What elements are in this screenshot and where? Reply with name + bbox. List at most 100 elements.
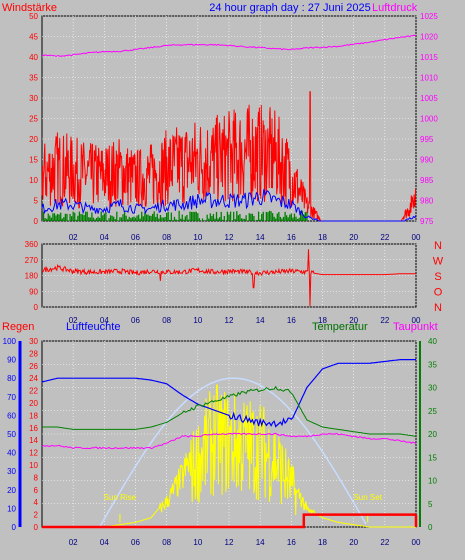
humidity-series <box>41 359 416 428</box>
temperature-y-tick-label: 20 <box>428 430 437 439</box>
humidity-axis-label: Luftfeuchte <box>66 321 120 333</box>
direction-y-tick-label: 90 <box>29 287 38 296</box>
temperature-y-tick-label: 0 <box>428 523 433 532</box>
wind-y-tick-label: 30 <box>29 94 38 103</box>
direction-panel-x-tick-label: 16 <box>287 316 296 325</box>
rain-y-tick-label: 30 <box>7 467 16 476</box>
wind-y-tick-label: 35 <box>29 74 38 83</box>
rain-axis-label: Regen <box>2 321 34 333</box>
humidity-y-tick-label: 26 <box>29 362 38 371</box>
pressure-y-tick-label: 995 <box>420 135 434 144</box>
direction-y-tick-label: 0 <box>34 303 39 312</box>
rain-y-tick-label: 40 <box>7 449 16 458</box>
direction-panel-x-tick-label: 20 <box>349 316 358 325</box>
rain-y-tick-label: 20 <box>7 486 16 495</box>
temperature-axis-label: Temperatur <box>312 321 368 333</box>
humidity-y-tick-label: 10 <box>29 461 38 470</box>
pressure-y-tick-label: 1005 <box>420 94 438 103</box>
climate-panel-x-tick-label: 06 <box>131 538 140 547</box>
direction-panel-x-tick-label: 04 <box>100 316 109 325</box>
pressure-y-tick-label: 1020 <box>420 33 438 42</box>
pressure-y-tick-label: 1010 <box>420 74 438 83</box>
climate-panel-x-tick-label: 02 <box>69 538 78 547</box>
rain-y-tick-label: 0 <box>12 523 17 532</box>
pressure-y-tick-label: 975 <box>420 217 434 226</box>
climate-panel-x-tick-label: 10 <box>193 538 202 547</box>
wind-panel-x-tick-label: 12 <box>225 233 234 242</box>
wind-panel-x-tick-label: 06 <box>131 233 140 242</box>
wind-speed-series <box>41 188 417 222</box>
pressure-y-tick-label: 1015 <box>420 53 438 62</box>
pressure-y-tick-label: 990 <box>420 156 434 165</box>
direction-panel-x-tick-label: 06 <box>131 316 140 325</box>
temperature-y-tick-label: 25 <box>428 407 437 416</box>
humidity-y-tick-label: 20 <box>29 399 38 408</box>
humidity-y-tick-label: 8 <box>34 473 39 482</box>
direction-panel-x-tick-label: 10 <box>193 316 202 325</box>
humidity-y-tick-label: 18 <box>29 411 38 420</box>
sunset-label: Sun Set <box>353 493 382 502</box>
rain-y-tick-label: 70 <box>7 393 16 402</box>
temperature-y-tick-label: 5 <box>428 500 433 509</box>
humidity-y-tick-label: 16 <box>29 424 38 433</box>
sunrise-label: Sun Rise <box>104 493 137 502</box>
climate-panel-x-tick-label: 20 <box>349 538 358 547</box>
direction-panel-x-tick-label: 18 <box>318 316 327 325</box>
pressure-axis-label: Luftdruck <box>372 2 418 14</box>
pressure-series <box>41 34 417 58</box>
wind-y-tick-label: 15 <box>29 156 38 165</box>
rain-y-tick-label: 100 <box>3 337 17 346</box>
humidity-y-tick-label: 4 <box>34 498 39 507</box>
temperature-y-tick-label: 15 <box>428 453 437 462</box>
rain-y-tick-label: 90 <box>7 356 16 365</box>
wind-y-tick-label: 50 <box>29 12 38 21</box>
wind-y-tick-label: 40 <box>29 53 38 62</box>
direction-y-tick-label: 360 <box>25 240 39 249</box>
wind-y-tick-label: 20 <box>29 135 38 144</box>
climate-panel-x-tick-label: 12 <box>225 538 234 547</box>
wind-panel-x-tick-label: 10 <box>193 233 202 242</box>
wind-direction-series <box>41 249 416 307</box>
wind-panel-x-tick-label: 04 <box>100 233 109 242</box>
direction-panel-x-tick-label: 14 <box>256 316 265 325</box>
compass-label-n: N <box>434 240 442 252</box>
direction-y-tick-label: 180 <box>25 272 39 281</box>
humidity-y-tick-label: 2 <box>34 511 39 520</box>
humidity-y-tick-label: 6 <box>34 486 39 495</box>
wind-panel-x-tick-label: 20 <box>349 233 358 242</box>
rain-series <box>42 513 416 529</box>
wind-y-tick-label: 10 <box>29 176 38 185</box>
chart-layer: 0510152025303540455097598098599099510001… <box>3 12 444 547</box>
wind-panel-x-tick-label: 16 <box>287 233 296 242</box>
climate-panel-x-tick-label: 18 <box>318 538 327 547</box>
temperature-y-tick-label: 40 <box>428 337 437 346</box>
humidity-y-tick-label: 30 <box>29 337 38 346</box>
solar-envelope-series <box>99 377 367 528</box>
compass-label-o: O <box>434 287 443 299</box>
wind-y-tick-label: 5 <box>34 197 39 206</box>
pressure-y-tick-label: 1000 <box>420 115 438 124</box>
chart-title: 24 hour graph day : 27 Juni 2025 <box>209 2 370 14</box>
rain-y-tick-label: 10 <box>7 504 16 513</box>
rain-y-tick-label: 50 <box>7 430 16 439</box>
pressure-y-tick-label: 1025 <box>420 12 438 21</box>
wind-panel-x-tick-label: 00 <box>412 233 421 242</box>
climate-panel-x-tick-label: 14 <box>256 538 265 547</box>
humidity-y-tick-label: 22 <box>29 387 38 396</box>
temperature-y-tick-label: 35 <box>428 360 437 369</box>
rain-y-tick-label: 80 <box>7 374 16 383</box>
temperature-series <box>42 385 417 437</box>
direction-panel-x-tick-label: 12 <box>225 316 234 325</box>
direction-y-tick-label: 270 <box>25 256 39 265</box>
pressure-y-tick-label: 985 <box>420 176 434 185</box>
wind-panel-x-tick-label: 18 <box>318 233 327 242</box>
temperature-y-tick-label: 30 <box>428 384 437 393</box>
climate-panel-x-tick-label: 04 <box>100 538 109 547</box>
climate-panel-x-tick-label: 16 <box>287 538 296 547</box>
wind-panel-x-tick-label: 14 <box>256 233 265 242</box>
pressure-y-tick-label: 980 <box>420 197 434 206</box>
climate-panel-x-tick-label: 08 <box>162 538 171 547</box>
wind-y-tick-label: 45 <box>29 33 38 42</box>
humidity-y-tick-label: 0 <box>34 523 39 532</box>
